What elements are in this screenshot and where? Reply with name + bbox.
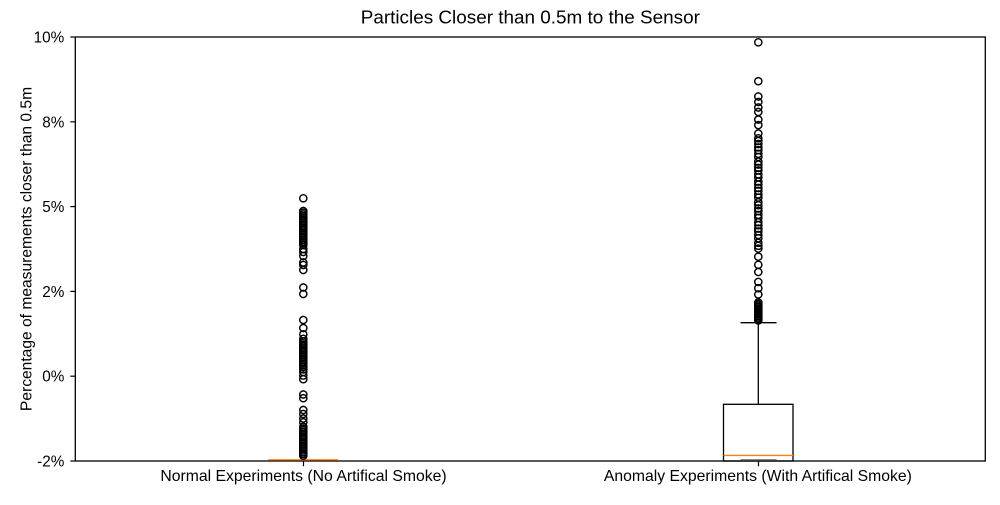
svg-text:5%: 5% — [42, 199, 65, 216]
svg-text:Anomaly Experiments (With Arti: Anomaly Experiments (With Artifical Smok… — [604, 468, 912, 485]
svg-text:0%: 0% — [42, 369, 65, 386]
svg-text:2%: 2% — [42, 284, 65, 301]
svg-text:10%: 10% — [34, 30, 65, 47]
svg-text:Percentage of measurements clo: Percentage of measurements closer than 0… — [19, 87, 36, 411]
svg-text:Particles Closer than 0.5m to: Particles Closer than 0.5m to the Sensor — [361, 7, 700, 28]
svg-text:-2%: -2% — [37, 454, 65, 471]
svg-text:Normal Experiments (No Artific: Normal Experiments (No Artifical Smoke) — [160, 468, 446, 485]
svg-text:8%: 8% — [42, 114, 65, 131]
